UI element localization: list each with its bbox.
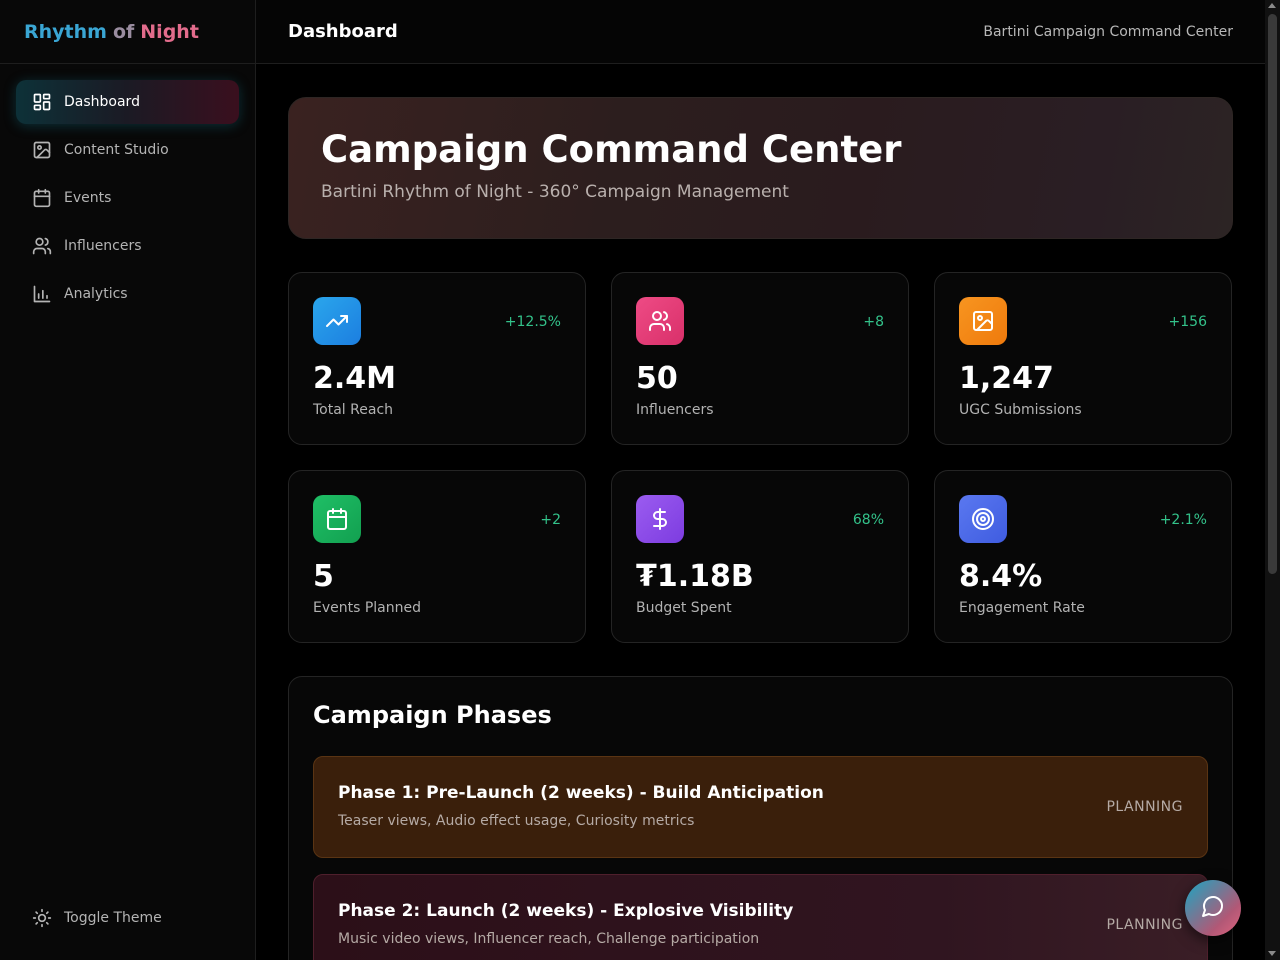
stat-value: 50: [636, 361, 678, 396]
sidebar-item-label: Influencers: [64, 238, 142, 254]
phase-status: PLANNING: [1106, 917, 1183, 933]
chat-icon: [1201, 894, 1225, 922]
sidebar: Rhythm of Night Dashboard Content Studio…: [0, 0, 256, 960]
phase-metrics: Music video views, Influencer reach, Cha…: [338, 931, 760, 947]
brand-part-2: of: [112, 20, 135, 43]
users-icon: [32, 236, 52, 256]
stat-value: 1,247: [959, 361, 1054, 396]
stat-delta: +156: [1168, 314, 1207, 330]
stat-label: UGC Submissions: [959, 402, 1082, 418]
stat-value: ₮1.18B: [636, 559, 754, 594]
phase-status: PLANNING: [1106, 799, 1183, 815]
calendar-icon: [32, 188, 52, 208]
stat-delta: 68%: [852, 512, 884, 528]
stat-label: Total Reach: [313, 402, 394, 418]
sun-icon: [32, 908, 52, 928]
stat-card-events-planned[interactable]: +2 5 Events Planned: [288, 470, 586, 643]
sidebar-item-label: Events: [64, 190, 112, 206]
hero-subtitle: Bartini Rhythm of Night - 360° Campaign …: [321, 182, 789, 202]
sidebar-item-analytics[interactable]: Analytics: [16, 272, 239, 316]
image-icon: [959, 297, 1007, 345]
phase-title: Phase 1: Pre-Launch (2 weeks) - Build An…: [338, 783, 824, 803]
stat-value: 8.4%: [959, 559, 1043, 594]
sidebar-item-label: Analytics: [64, 286, 128, 302]
dashboard-icon: [32, 92, 52, 112]
page-title: Dashboard: [288, 21, 398, 42]
stat-delta: +2.1%: [1159, 512, 1207, 528]
stat-card-influencers[interactable]: +8 50 Influencers: [611, 272, 909, 445]
target-icon: [959, 495, 1007, 543]
section-title: Campaign Phases: [313, 701, 552, 729]
calendar-icon: [313, 495, 361, 543]
stat-label: Influencers: [636, 402, 714, 418]
sidebar-item-events[interactable]: Events: [16, 176, 239, 220]
stat-value: 5: [313, 559, 334, 594]
topbar: Dashboard Bartini Campaign Command Cente…: [256, 0, 1265, 64]
sidebar-item-content-studio[interactable]: Content Studio: [16, 128, 239, 172]
hero-title: Campaign Command Center: [321, 128, 902, 171]
toggle-theme-button[interactable]: Toggle Theme: [16, 896, 239, 940]
stats-grid: +12.5% 2.4M Total Reach +8 50 Influencer…: [288, 272, 1233, 643]
stat-delta: +2: [540, 512, 561, 528]
sidebar-item-dashboard[interactable]: Dashboard: [16, 80, 239, 124]
stat-delta: +12.5%: [504, 314, 561, 330]
stat-card-total-reach[interactable]: +12.5% 2.4M Total Reach: [288, 272, 586, 445]
phase-metrics: Teaser views, Audio effect usage, Curios…: [338, 813, 695, 829]
brand-part-3: Night: [140, 20, 199, 43]
bar-chart-icon: [32, 284, 52, 304]
sidebar-item-label: Content Studio: [64, 142, 169, 158]
stat-card-ugc-submissions[interactable]: +156 1,247 UGC Submissions: [934, 272, 1232, 445]
stat-value: 2.4M: [313, 361, 396, 396]
brand-logo[interactable]: Rhythm of Night: [0, 0, 255, 64]
phase-card[interactable]: Phase 1: Pre-Launch (2 weeks) - Build An…: [313, 756, 1208, 858]
main-content: Campaign Command Center Bartini Rhythm o…: [288, 97, 1233, 960]
chat-button[interactable]: [1185, 880, 1241, 936]
brand-part-1: Rhythm: [24, 20, 107, 43]
phase-title: Phase 2: Launch (2 weeks) - Explosive Vi…: [338, 901, 794, 921]
trending-up-icon: [313, 297, 361, 345]
stat-delta: +8: [863, 314, 884, 330]
image-icon: [32, 140, 52, 160]
hero-banner: Campaign Command Center Bartini Rhythm o…: [288, 97, 1233, 239]
users-icon: [636, 297, 684, 345]
scroll-thumb[interactable]: [1268, 14, 1277, 574]
dollar-icon: [636, 495, 684, 543]
campaign-phases-panel: Campaign Phases Phase 1: Pre-Launch (2 w…: [288, 676, 1233, 960]
toggle-theme-label: Toggle Theme: [64, 910, 162, 926]
stat-label: Budget Spent: [636, 600, 732, 616]
scroll-down-arrow[interactable]: [1268, 951, 1276, 956]
stat-card-budget-spent[interactable]: 68% ₮1.18B Budget Spent: [611, 470, 909, 643]
sidebar-nav: Dashboard Content Studio Events Influenc…: [0, 64, 255, 316]
page-scrollbar[interactable]: [1265, 0, 1280, 960]
phase-card[interactable]: Phase 2: Launch (2 weeks) - Explosive Vi…: [313, 874, 1208, 960]
sidebar-item-label: Dashboard: [64, 94, 140, 110]
sidebar-item-influencers[interactable]: Influencers: [16, 224, 239, 268]
stat-card-engagement-rate[interactable]: +2.1% 8.4% Engagement Rate: [934, 470, 1232, 643]
header-subtitle: Bartini Campaign Command Center: [983, 23, 1233, 40]
stat-label: Engagement Rate: [959, 600, 1085, 616]
scroll-up-arrow[interactable]: [1268, 3, 1276, 8]
stat-label: Events Planned: [313, 600, 422, 616]
